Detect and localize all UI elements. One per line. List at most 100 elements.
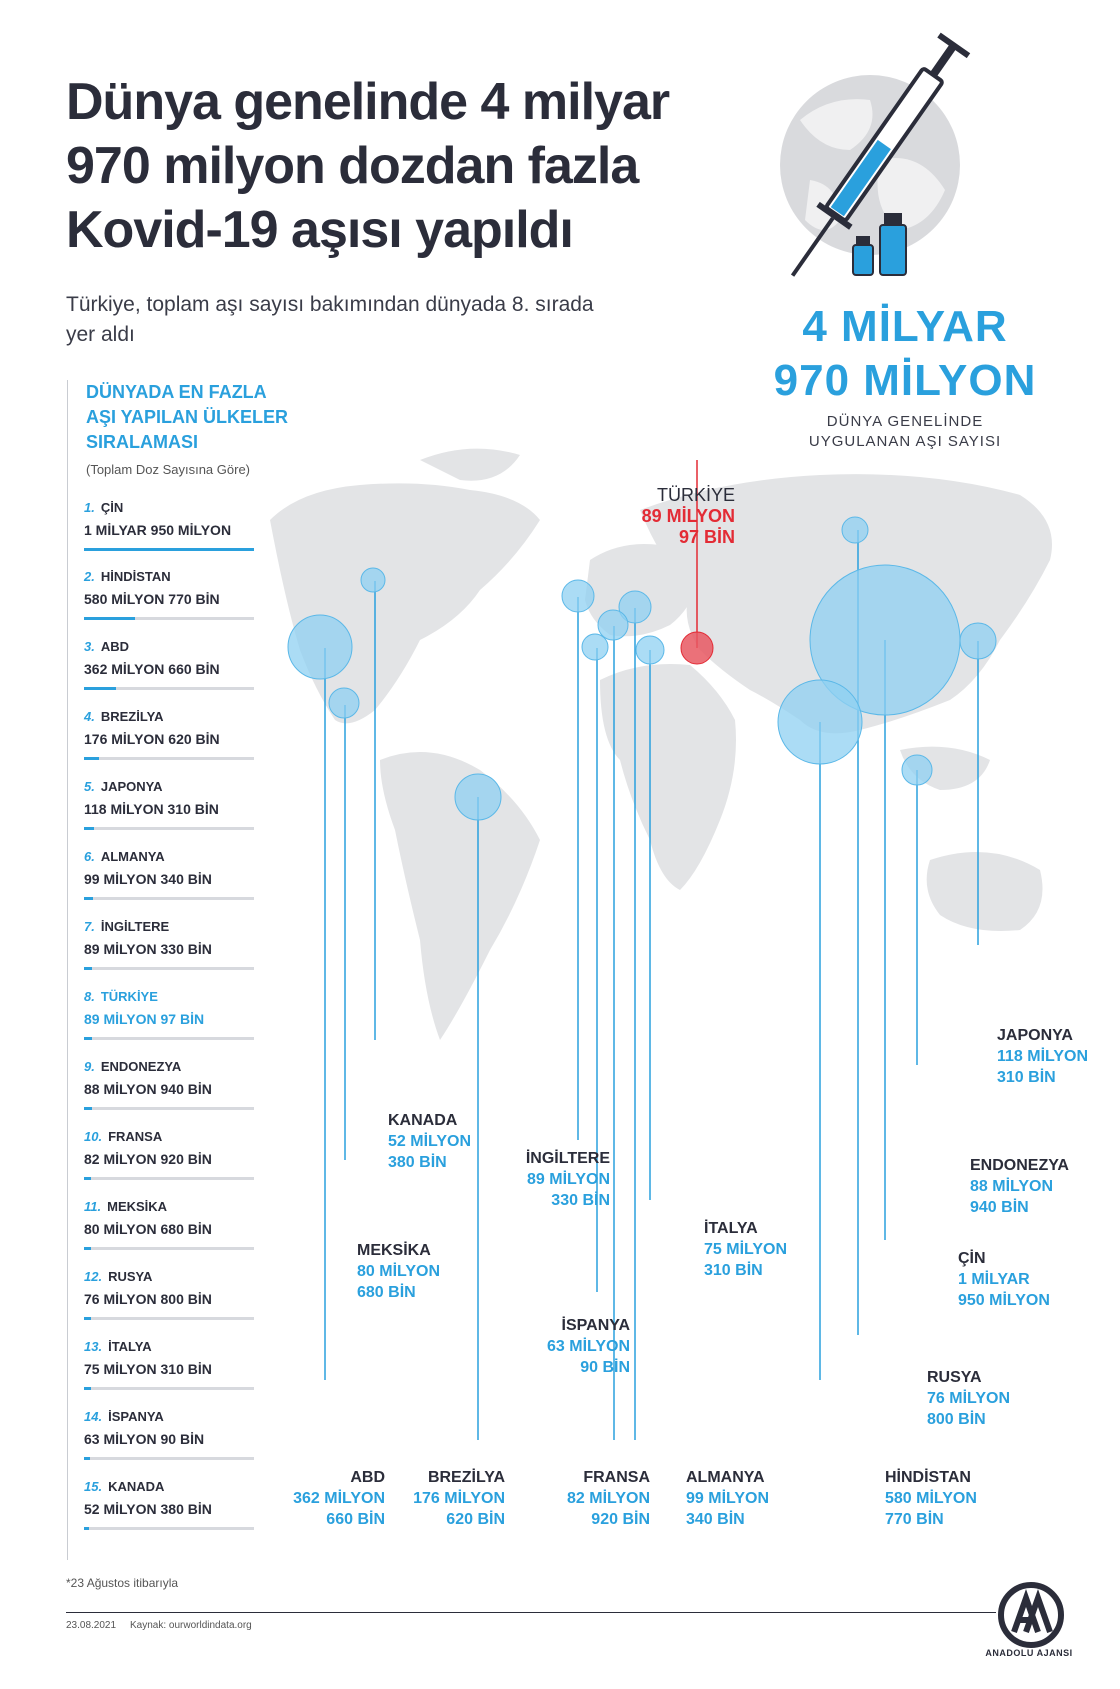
bubble-italya (635, 635, 665, 665)
bubble-rusya (841, 516, 869, 544)
caption-line: UYGULANAN AŞI SAYISI (808, 433, 1002, 450)
bubble-brezilya (454, 773, 502, 821)
label-name: RUSYA (927, 1369, 982, 1386)
rank-bar-track (84, 967, 254, 970)
ranking-item: 7. İNGİLTERE 89 MİLYON 330 BİN (84, 916, 259, 970)
ranking-subheading: (Toplam Doz Sayısına Göre) (86, 462, 251, 477)
bubble-kanada (360, 567, 386, 593)
rank-bar (84, 897, 93, 900)
label-name: FRANSA (583, 1469, 650, 1486)
bubbles (287, 516, 997, 821)
ranking-item-turkiye: 8. TÜRKİYE 89 MİLYON 97 BİN (84, 986, 259, 1040)
leader-lines (324, 530, 979, 1440)
rank-value: 80 MİLYON 680 BİN (84, 1221, 212, 1237)
ranking-item: 15. KANADA 52 MİLYON 380 BİN (84, 1476, 259, 1530)
map-label-turkiye: TÜRKİYE 89 MİLYON 97 BİN (600, 485, 735, 548)
rank-country: KANADA (108, 1479, 165, 1494)
label-value: 920 BİN (591, 1511, 650, 1528)
map-label-italya: İTALYA 75 MİLYON 310 BİN (704, 1218, 787, 1281)
bubble-ispanya (581, 633, 609, 661)
bubble-meksika (328, 687, 360, 719)
bubble-hindistan (777, 679, 863, 765)
label-name: ÇİN (958, 1250, 986, 1267)
label-name: TÜRKİYE (656, 485, 735, 505)
map-label-almanya: ALMANYA 99 MİLYON 340 BİN (686, 1467, 769, 1530)
rank-number: 12. (84, 1269, 103, 1284)
rank-country: ALMANYA (100, 849, 165, 864)
rank-bar-track (84, 827, 254, 830)
rank-bar (84, 1177, 91, 1180)
rank-value: 362 MİLYON 660 BİN (84, 661, 220, 677)
rank-country: FRANSA (108, 1129, 163, 1144)
rank-bar (84, 967, 92, 970)
label-value: 97 BİN (678, 527, 735, 547)
label-value: 76 MİLYON (927, 1390, 1010, 1407)
rank-value: 580 MİLYON 770 BİN (84, 591, 220, 607)
label-name: ALMANYA (686, 1469, 765, 1486)
ranking-item: 1. ÇİN 1 MİLYAR 950 MİLYON (84, 497, 259, 551)
rank-bar-track (84, 1457, 254, 1460)
rank-bar-track (84, 1177, 254, 1180)
heading-line: SIRALAMASI (86, 432, 198, 452)
heading-line: AŞI YAPILAN ÜLKELER (86, 407, 289, 427)
label-value: 660 BİN (326, 1511, 385, 1528)
rank-country: ÇİN (100, 500, 124, 515)
label-value: 80 MİLYON (357, 1263, 440, 1280)
bubble-fransa (597, 609, 629, 641)
rank-bar-track (84, 617, 254, 620)
rank-bar (84, 617, 135, 620)
ranking-item: 5. JAPONYA 118 MİLYON 310 BİN (84, 776, 259, 830)
label-name: İTALYA (704, 1220, 758, 1237)
map-label-hindistan: HİNDİSTAN 580 MİLYON 770 BİN (885, 1467, 977, 1530)
rank-bar (84, 1037, 92, 1040)
rank-value: 176 MİLYON 620 BİN (84, 731, 220, 747)
label-value: 580 MİLYON (885, 1490, 977, 1507)
rank-number: 10. (84, 1129, 103, 1144)
rank-bar (84, 1107, 92, 1110)
page-title: Dünya genelinde 4 milyar 970 milyon dozd… (66, 70, 826, 262)
ranking-item: 14. İSPANYA 63 MİLYON 90 BİN (84, 1406, 259, 1460)
map-label-japonya: JAPONYA 118 MİLYON 310 BİN (997, 1025, 1088, 1088)
caption-line: DÜNYA GENELİNDE (826, 413, 984, 430)
title-line: 970 milyon dozdan fazla (66, 137, 639, 195)
rank-bar-track (84, 1247, 254, 1250)
label-name: İNGİLTERE (525, 1150, 610, 1167)
rank-value: 99 MİLYON 340 BİN (84, 871, 212, 887)
rank-number: 5. (84, 779, 95, 794)
map-label-rusya: RUSYA 76 MİLYON 800 BİN (927, 1367, 1010, 1430)
rank-value: 82 MİLYON 920 BİN (84, 1151, 212, 1167)
label-value: 330 BİN (551, 1192, 610, 1209)
label-value: 800 BİN (927, 1411, 986, 1428)
bubble-abd (287, 614, 353, 680)
ranking-item: 2. HİNDİSTAN 580 MİLYON 770 BİN (84, 566, 259, 620)
rank-number: 9. (84, 1059, 95, 1074)
rank-country: ENDONEZYA (100, 1059, 182, 1074)
bubble-turkiye (680, 631, 714, 665)
rank-value: 89 MİLYON 330 BİN (84, 941, 212, 957)
rank-bar (84, 1457, 90, 1460)
ranking-item: 12. RUSYA 76 MİLYON 800 BİN (84, 1266, 259, 1320)
rank-country: RUSYA (108, 1269, 153, 1284)
heading-line: DÜNYADA EN FAZLA (86, 382, 267, 402)
rank-number: 8. (84, 989, 95, 1004)
label-value: 176 MİLYON (413, 1490, 505, 1507)
rank-bar-track (84, 1317, 254, 1320)
rank-country: TÜRKİYE (100, 989, 158, 1004)
rank-value: 63 MİLYON 90 BİN (84, 1431, 205, 1447)
map-label-kanada: KANADA 52 MİLYON 380 BİN (388, 1110, 471, 1173)
label-value: 620 BİN (446, 1511, 505, 1528)
label-value: 680 BİN (357, 1284, 416, 1301)
label-value: 340 BİN (686, 1511, 745, 1528)
map-label-meksika: MEKSİKA 80 MİLYON 680 BİN (357, 1240, 440, 1303)
rank-value: 52 MİLYON 380 BİN (84, 1501, 212, 1517)
footer-divider (66, 1612, 996, 1613)
rank-country: MEKSİKA (107, 1199, 168, 1214)
rank-number: 13. (84, 1339, 103, 1354)
label-name: ENDONEZYA (970, 1157, 1069, 1174)
rank-country: İNGİLTERE (100, 919, 170, 934)
rank-bar-track (84, 687, 254, 690)
label-value: 380 BİN (388, 1154, 447, 1171)
title-line: Dünya genelinde 4 milyar (66, 73, 670, 131)
label-value: 82 MİLYON (567, 1490, 650, 1507)
label-value: 940 BİN (970, 1199, 1029, 1216)
